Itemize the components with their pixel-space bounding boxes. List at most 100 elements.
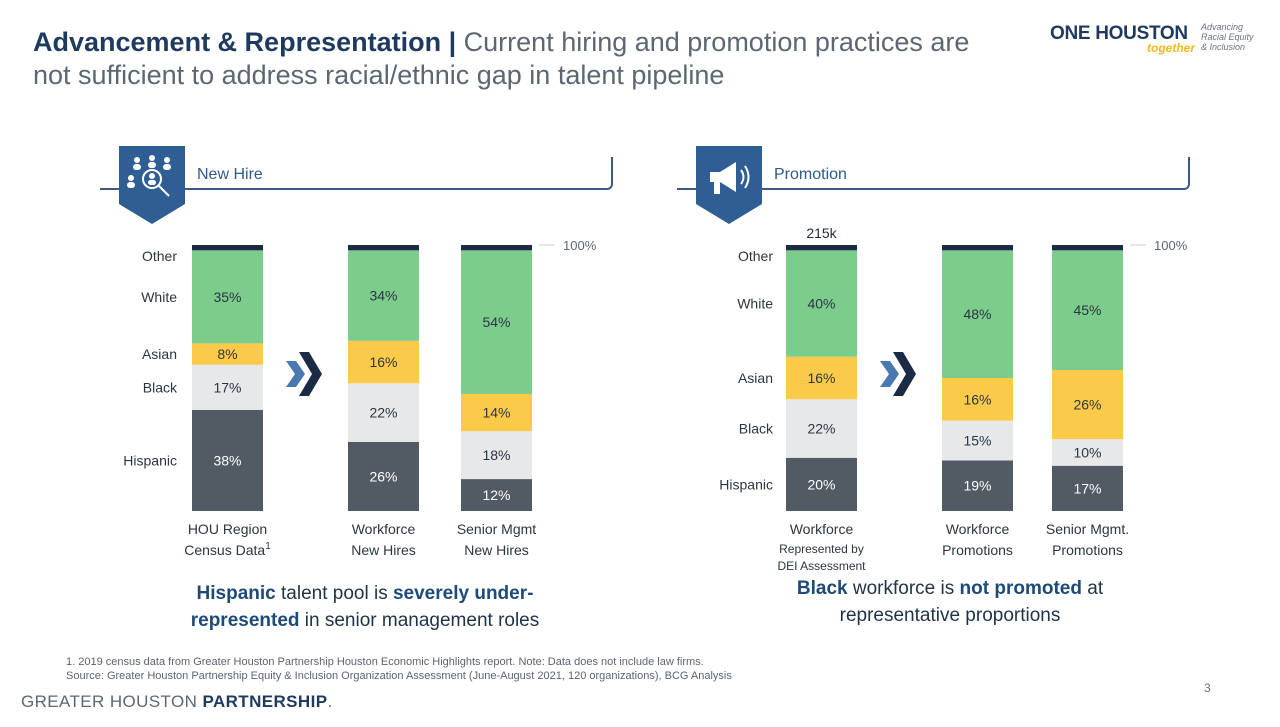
bar-segment-asian	[192, 343, 263, 365]
new-hire-header-bar	[100, 157, 613, 190]
data-label: 12%	[482, 487, 510, 503]
people-search-icon	[119, 146, 185, 224]
row-label-asian: Asian	[142, 346, 177, 362]
bar-segment-other	[942, 245, 1013, 251]
bar-segment-hispanic	[786, 457, 857, 511]
logo-wordmark: ONE HOUSTON	[1050, 23, 1188, 44]
insight-right-emph1: Black	[796, 578, 848, 599]
bar-segment-white	[348, 250, 419, 341]
data-label: 14%	[482, 405, 510, 421]
data-label: 17%	[1073, 480, 1101, 496]
bar-segment-black	[192, 364, 263, 410]
row-label-hispanic: Hispanic	[123, 452, 177, 468]
data-label: 17%	[213, 379, 241, 395]
data-label: 8%	[217, 346, 237, 362]
bar-segment-asian	[942, 378, 1013, 421]
bar-segment-other	[192, 245, 263, 251]
new-hire-label: New Hire	[197, 166, 263, 183]
bar-segment-white	[192, 250, 263, 344]
data-label: 22%	[369, 405, 397, 421]
chevron-light-icon	[880, 361, 899, 387]
insight-left-text2: in senior management roles	[299, 610, 540, 631]
gh-partnership-logo: GREATER HOUSTON PARTNERSHIP.	[21, 692, 333, 712]
bar-segment-hispanic	[461, 479, 532, 511]
category-label: Census Data1	[184, 541, 271, 558]
data-label: 38%	[213, 452, 241, 468]
chevron-dark-icon	[299, 352, 322, 396]
insight-right-emph2: not promoted	[959, 578, 1082, 599]
data-label: 19%	[963, 478, 991, 494]
bar-segment-other	[348, 245, 419, 251]
data-label: 22%	[807, 421, 835, 437]
row-label-black: Black	[739, 421, 774, 437]
insight-left-emph2: severely under-represented	[190, 583, 534, 631]
insight-right-text1: workforce is	[847, 578, 960, 599]
data-label: 34%	[369, 288, 397, 304]
footnotes: 1. 2019 census data from Greater Houston…	[66, 655, 732, 683]
one-houston-logo: ONE HOUSTON together Advancing Racial Eq…	[1050, 20, 1260, 60]
bar-segment-black	[1052, 439, 1123, 466]
megaphone-icon	[696, 146, 762, 224]
row-label-black: Black	[143, 379, 178, 395]
bar-segment-asian	[1052, 370, 1123, 440]
logo-tagline: Advancing Racial Equity & Inclusion	[1201, 22, 1254, 52]
bar-segment-other	[461, 245, 532, 251]
total-label: 100%	[563, 238, 597, 253]
category-label: Represented by	[779, 542, 864, 556]
footnote-source: Source: Greater Houston Partnership Equi…	[66, 670, 732, 682]
bar-segment-black	[348, 383, 419, 442]
data-label: 20%	[807, 476, 835, 492]
new-hire-insight: Hispanic talent pool is severely under-r…	[155, 580, 575, 634]
insight-right-text2: at representative proportions	[839, 578, 1104, 626]
data-label: 40%	[807, 296, 835, 312]
title-separator: |	[441, 27, 464, 57]
brand-dot: .	[327, 692, 333, 711]
title-subtitle: Current hiring and promotion practices a…	[33, 27, 970, 90]
category-label: Workforce	[352, 521, 416, 537]
category-label: Workforce	[790, 521, 854, 537]
bar-segment-asian	[348, 340, 419, 384]
title-main: Advancement & Representation	[33, 27, 442, 57]
category-label: DEI Assessment	[777, 559, 866, 573]
bar-segment-hispanic	[348, 441, 419, 511]
data-label: 10%	[1073, 444, 1101, 460]
bar-segment-other	[786, 245, 857, 251]
row-label-white: White	[737, 296, 773, 312]
footnote-1: 1. 2019 census data from Greater Houston…	[66, 656, 704, 668]
bar-segment-white	[786, 250, 857, 357]
bar-segment-hispanic	[942, 460, 1013, 511]
category-label: Senior Mgmt.	[1046, 521, 1129, 537]
promotion-insight: Black workforce is not promoted at repre…	[760, 575, 1140, 629]
data-label: 48%	[963, 306, 991, 322]
data-label: 26%	[369, 468, 397, 484]
chevron-dark-icon	[893, 352, 916, 396]
bar-segment-other	[1052, 245, 1123, 251]
page-title: Advancement & Representation | Current h…	[33, 26, 1013, 92]
sample-size-label: 215k	[806, 225, 837, 241]
category-label: HOU Region	[188, 521, 267, 537]
brand-heavy: PARTNERSHIP	[202, 692, 328, 711]
row-label-hispanic: Hispanic	[719, 476, 773, 492]
bar-segment-white	[461, 250, 532, 394]
bar-segment-black	[942, 420, 1013, 461]
row-label-asian: Asian	[738, 370, 773, 386]
footnote-marker: 1	[265, 541, 271, 552]
category-label: Promotions	[942, 542, 1013, 558]
page-number: 3	[1204, 681, 1211, 695]
category-label: Workforce	[946, 521, 1010, 537]
data-label: 16%	[369, 354, 397, 370]
category-label: New Hires	[351, 542, 416, 558]
brand-light: GREATER HOUSTON	[21, 692, 203, 711]
data-label: 26%	[1073, 397, 1101, 413]
total-label: 100%	[1154, 238, 1188, 253]
row-label-white: White	[141, 289, 177, 305]
row-label-other: Other	[738, 248, 773, 264]
promotion-label: Promotion	[774, 166, 847, 183]
data-label: 45%	[1073, 302, 1101, 318]
bar-segment-white	[942, 250, 1013, 378]
bar-segment-asian	[461, 393, 532, 432]
category-label: New Hires	[464, 542, 529, 558]
data-label: 54%	[482, 314, 510, 330]
insight-left-emph1: Hispanic	[196, 583, 276, 604]
